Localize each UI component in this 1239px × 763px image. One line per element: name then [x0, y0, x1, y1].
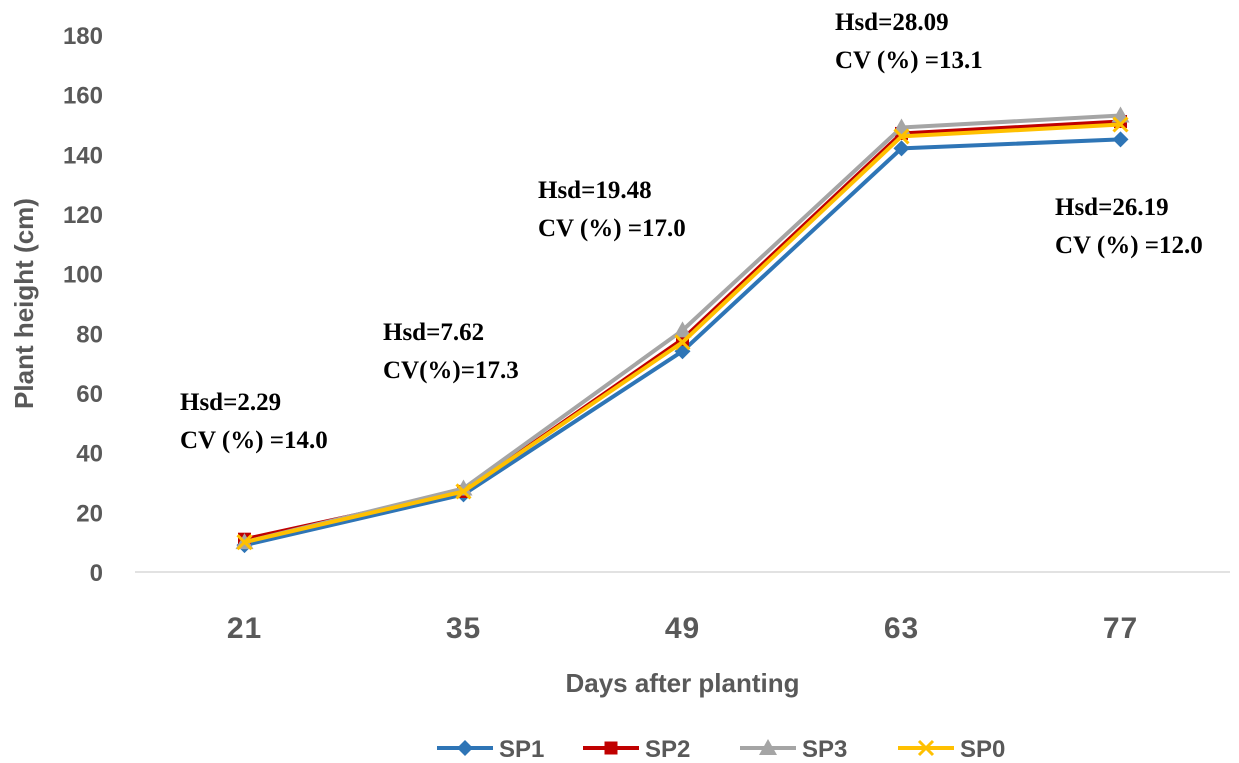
annotation-cv: CV (%) =17.0: [538, 215, 686, 242]
series-sp0: [236, 116, 1129, 551]
annotation-hsd: Hsd=7.62: [383, 319, 484, 346]
y-tick-label: 140: [63, 142, 103, 169]
x-tick-label: 77: [1103, 612, 1138, 645]
legend-item-sp3: SP3: [740, 736, 847, 763]
y-tick-label: 20: [76, 500, 103, 527]
data-point: [674, 334, 691, 351]
annotation-63: Hsd=28.09 CV (%) =13.1: [835, 9, 983, 74]
x-tick-label: 35: [446, 612, 481, 645]
legend-label: SP0: [960, 736, 1005, 763]
y-axis-title: Plant height (cm): [9, 198, 39, 409]
y-tick-label: 40: [76, 441, 103, 468]
y-axis-ticks: 0 20 40 60 80 100 120 140 160 180: [63, 23, 103, 587]
annotation-35: Hsd=7.62 CV(%)=17.3: [383, 319, 519, 384]
annotation-hsd: Hsd=26.19: [1055, 194, 1169, 221]
annotation-hsd: Hsd=28.09: [835, 9, 949, 36]
annotation-49: Hsd=19.48 CV (%) =17.0: [538, 177, 686, 242]
data-point: [1112, 116, 1129, 133]
y-tick-label: 180: [63, 23, 103, 50]
legend-swatch-marker: [917, 739, 935, 757]
legend-item-sp2: SP2: [583, 736, 690, 763]
data-point: [893, 128, 910, 145]
data-point: [893, 140, 910, 157]
legend-item-sp0: SP0: [898, 736, 1005, 763]
legend-label: SP3: [802, 736, 847, 763]
annotation-21: Hsd=2.29 CV (%) =14.0: [180, 389, 328, 454]
annotation-cv: CV (%) =12.0: [1055, 232, 1203, 259]
annotation-cv: CV(%)=17.3: [383, 357, 519, 384]
data-point: [455, 483, 472, 500]
y-tick-label: 0: [90, 560, 103, 587]
y-tick-label: 100: [63, 262, 103, 289]
y-tick-label: 60: [76, 381, 103, 408]
data-point: [673, 321, 692, 338]
annotation-77: Hsd=26.19 CV (%) =12.0: [1055, 194, 1203, 259]
legend-item-sp1: SP1: [437, 736, 544, 763]
x-axis-title: Days after planting: [565, 668, 799, 698]
annotation-cv: CV (%) =13.1: [835, 47, 983, 74]
legend-swatch-marker: [604, 741, 618, 755]
annotation-hsd: Hsd=19.48: [538, 177, 652, 204]
x-tick-label: 21: [227, 612, 262, 645]
annotation-cv: CV (%) =14.0: [180, 427, 328, 454]
legend-label: SP1: [499, 736, 544, 763]
legend-label: SP2: [645, 736, 690, 763]
annotation-hsd: Hsd=2.29: [180, 389, 281, 416]
y-tick-label: 160: [63, 83, 103, 110]
x-tick-label: 49: [665, 612, 700, 645]
data-point: [1112, 131, 1129, 148]
series-sp3: [235, 106, 1130, 550]
legend: SP1 SP2 SP3 SP0: [437, 736, 1005, 763]
legend-swatch-marker: [759, 739, 777, 755]
series-layer: [235, 106, 1130, 554]
y-tick-label: 80: [76, 321, 103, 348]
data-point: [236, 534, 253, 551]
x-axis-ticks: 21 35 49 63 77: [227, 612, 1138, 645]
legend-swatch-marker: [457, 740, 473, 756]
x-tick-label: 63: [884, 612, 919, 645]
y-tick-label: 120: [63, 202, 103, 229]
